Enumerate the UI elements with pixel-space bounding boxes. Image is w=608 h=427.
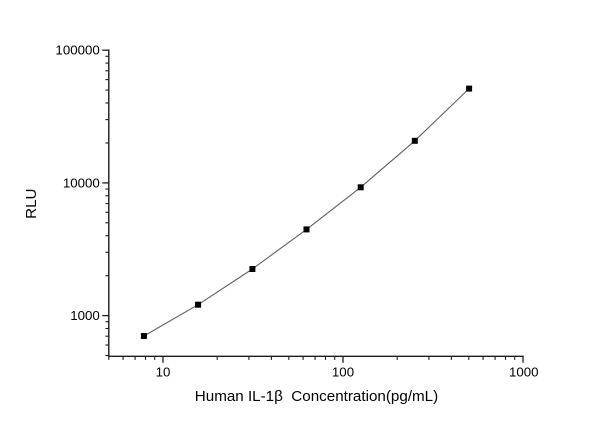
svg-text:1000: 1000 [70, 308, 100, 323]
svg-text:100000: 100000 [55, 43, 99, 58]
svg-text:RLU: RLU [23, 189, 40, 219]
svg-text:10: 10 [156, 365, 171, 380]
svg-text:100: 100 [332, 365, 354, 380]
svg-text:10000: 10000 [63, 176, 100, 191]
svg-text:Human IL-1β Concentration(pg/: Human IL-1β Concentration(pg/mL) [195, 388, 438, 405]
svg-text:1000: 1000 [509, 365, 539, 380]
